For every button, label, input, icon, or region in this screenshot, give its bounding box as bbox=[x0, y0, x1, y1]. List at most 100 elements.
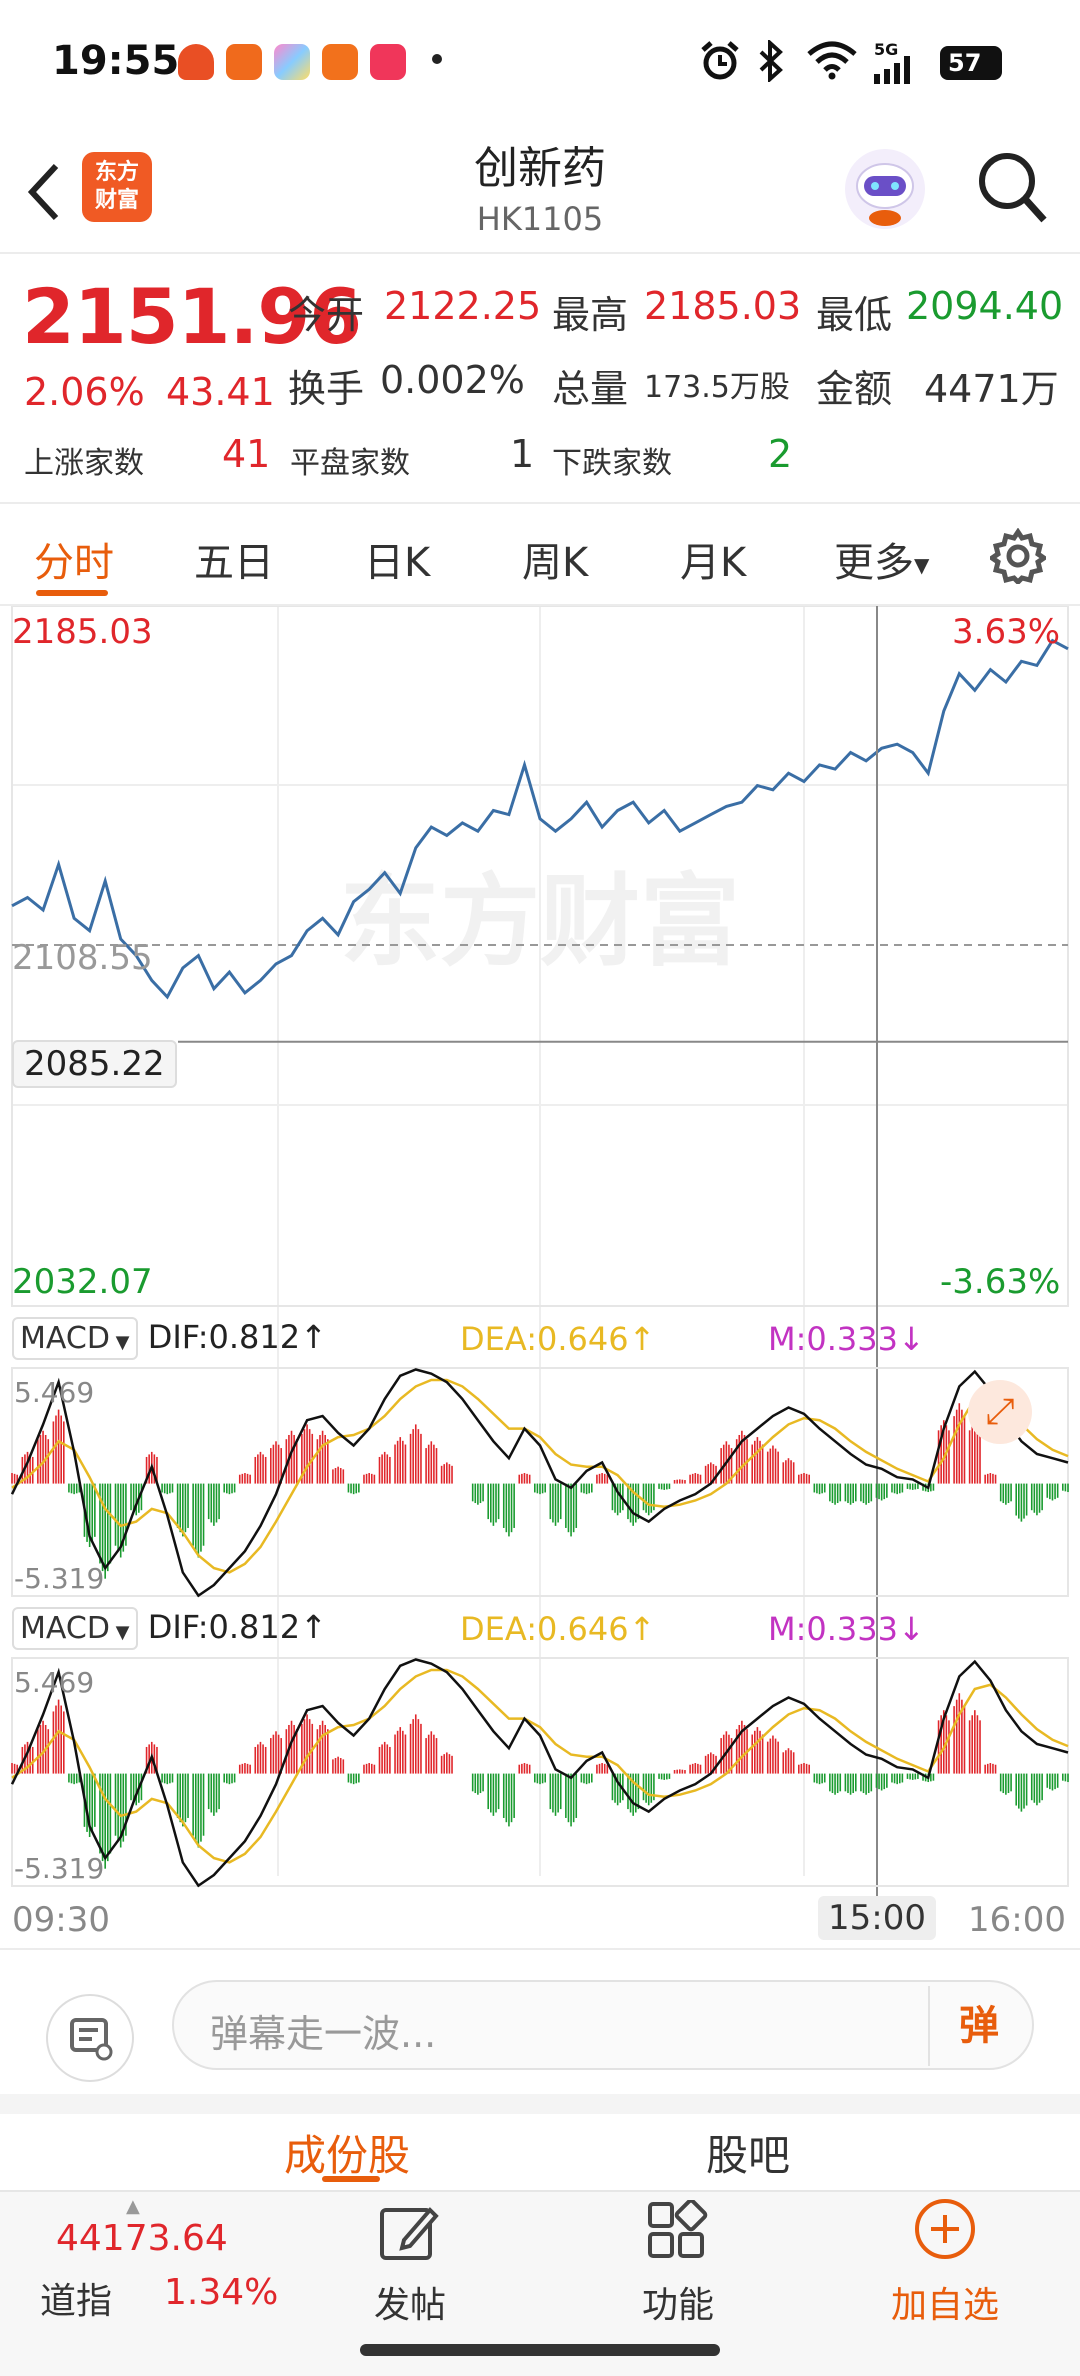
send-danmu-button[interactable]: 弹 bbox=[928, 1986, 1028, 2066]
tab-monthly-k[interactable]: 月K bbox=[680, 540, 747, 586]
tab-daily-k[interactable]: 日K bbox=[364, 540, 431, 586]
logo-text: 财富 bbox=[94, 188, 139, 213]
danmu-settings-icon bbox=[70, 2018, 113, 2061]
up-count-value: 41 bbox=[222, 432, 271, 476]
status-bar: 19:55 5G 57 bbox=[0, 0, 1080, 130]
tab-constituents[interactable]: 成份股 bbox=[284, 2131, 411, 2180]
volume-value: 173.5万股 bbox=[644, 370, 790, 405]
y-axis-low: 2032.07 bbox=[12, 1262, 153, 1302]
up-count-label: 上涨家数 bbox=[24, 446, 144, 481]
price-panel-border bbox=[11, 606, 1069, 1307]
home-indicator[interactable] bbox=[360, 2344, 720, 2356]
macd-panel-1 bbox=[10, 1367, 1069, 1598]
tab-forum[interactable]: 股吧 bbox=[706, 2131, 791, 2180]
tab-intraday[interactable]: 分时 bbox=[34, 540, 114, 586]
dropdown-caret-icon: ▼ bbox=[109, 1622, 130, 1643]
back-icon[interactable] bbox=[26, 162, 62, 222]
index-value[interactable]: 44173.64 bbox=[56, 2218, 228, 2259]
header bbox=[0, 130, 1080, 250]
signal-icon bbox=[874, 56, 910, 84]
danmu-settings-button[interactable] bbox=[46, 1994, 134, 2082]
settings-gear-icon[interactable] bbox=[990, 528, 1046, 584]
divider bbox=[0, 502, 1080, 504]
x-axis-crosshair-time: 15:00 bbox=[818, 1896, 936, 1940]
m-value: M:0.333↓ bbox=[768, 1610, 925, 1648]
dif-value: DIF:0.812↑ bbox=[147, 1608, 327, 1646]
macd-min-label: -5.319 bbox=[14, 1562, 105, 1595]
add-watchlist-icon[interactable] bbox=[912, 2196, 978, 2262]
stock-code: HK1105 bbox=[476, 200, 604, 238]
divider bbox=[0, 604, 1080, 606]
add-watchlist-label: 加自选 bbox=[890, 2285, 999, 2326]
battery-level: 57 bbox=[948, 49, 982, 77]
logo-text: 东方 bbox=[94, 160, 139, 185]
y-axis-pre-close: 2108.55 bbox=[12, 938, 153, 978]
app-logo: 东方 财富 bbox=[82, 152, 152, 222]
tab-weekly-k[interactable]: 周K bbox=[522, 540, 589, 586]
macd-max-label: 5.469 bbox=[14, 1666, 95, 1699]
macd-header-2: MACD ▼ DIF:0.812↑ bbox=[12, 1607, 327, 1650]
function-grid-icon[interactable] bbox=[646, 2200, 708, 2262]
turnover-value: 0.002% bbox=[380, 358, 525, 402]
active-tab-indicator bbox=[36, 590, 108, 596]
collapse-caret-icon[interactable]: ▲ bbox=[126, 2196, 140, 2217]
m-value: M:0.333↓ bbox=[768, 1320, 925, 1358]
macd-panel-2 bbox=[10, 1657, 1069, 1888]
section-separator bbox=[0, 2094, 1080, 2114]
amount-value: 4471万 bbox=[924, 367, 1059, 411]
high-value: 2185.03 bbox=[644, 284, 802, 328]
macd-header-1: MACD ▼ DIF:0.812↑ bbox=[12, 1317, 327, 1360]
y-axis-high-pct: 3.63% bbox=[952, 612, 1061, 652]
dropdown-caret-icon: ▼ bbox=[914, 553, 930, 577]
robot-assistant-icon[interactable] bbox=[840, 144, 930, 234]
music-app-icon bbox=[370, 44, 406, 80]
flat-count-value: 1 bbox=[510, 432, 535, 476]
open-label: 今开 bbox=[288, 293, 365, 337]
flat-count-label: 平盘家数 bbox=[290, 446, 410, 481]
post-label: 发帖 bbox=[373, 2285, 446, 2326]
tab-more[interactable]: 更多▼ bbox=[834, 530, 929, 588]
low-label: 最低 bbox=[816, 293, 893, 337]
app-notification-icon bbox=[274, 44, 310, 80]
search-icon[interactable] bbox=[976, 150, 1048, 226]
dea-value: DEA:0.646↑ bbox=[460, 1610, 656, 1648]
open-value: 2122.25 bbox=[384, 284, 542, 328]
dropdown-caret-icon: ▼ bbox=[109, 1332, 130, 1353]
crosshair-value-label: 2085.22 bbox=[12, 1040, 177, 1088]
y-axis-high: 2185.03 bbox=[12, 612, 153, 652]
status-time: 19:55 bbox=[52, 38, 180, 84]
tab-more-label: 更多 bbox=[834, 540, 914, 586]
bluetooth-icon bbox=[759, 40, 783, 82]
divider bbox=[0, 252, 1080, 254]
dif-line bbox=[10, 1658, 1069, 1888]
post-icon[interactable] bbox=[376, 2200, 442, 2266]
index-name: 道指 bbox=[40, 2281, 113, 2322]
y-axis-low-pct: -3.63% bbox=[940, 1262, 1061, 1302]
active-tab-indicator bbox=[322, 2176, 380, 2182]
x-axis-end: 16:00 bbox=[968, 1900, 1066, 1940]
dea-value: DEA:0.646↑ bbox=[460, 1320, 656, 1358]
price-line bbox=[11, 638, 1069, 1000]
indicator-selector[interactable]: MACD ▼ bbox=[12, 1317, 138, 1360]
battery-indicator: 57 bbox=[940, 46, 1002, 80]
tab-five-day[interactable]: 五日 bbox=[194, 540, 274, 586]
change-percent: 2.06% bbox=[24, 370, 145, 414]
amount-label: 金额 bbox=[816, 367, 893, 411]
alarm-icon bbox=[701, 41, 739, 80]
volume-label: 总量 bbox=[552, 367, 629, 411]
low-value: 2094.40 bbox=[906, 284, 1064, 328]
indicator-label: MACD bbox=[20, 1611, 110, 1646]
change-amount: 43.41 bbox=[166, 370, 275, 414]
dea-line bbox=[11, 1668, 1069, 1864]
expand-icon[interactable]: ⤢ bbox=[968, 1380, 1032, 1444]
app-notification-icon bbox=[178, 44, 214, 80]
intraday-chart[interactable]: 东方财富 bbox=[0, 606, 1080, 1946]
chart-watermark: 东方财富 bbox=[340, 863, 740, 980]
danmu-input[interactable] bbox=[172, 1980, 1034, 2070]
more-notifications-dot bbox=[432, 54, 442, 64]
danmu-input-placeholder: 弹幕走一波... bbox=[210, 2012, 437, 2056]
macd-min-label: -5.319 bbox=[14, 1852, 105, 1885]
dif-value: DIF:0.812↑ bbox=[147, 1318, 327, 1356]
wifi-icon bbox=[807, 41, 857, 80]
indicator-selector[interactable]: MACD ▼ bbox=[12, 1607, 138, 1650]
